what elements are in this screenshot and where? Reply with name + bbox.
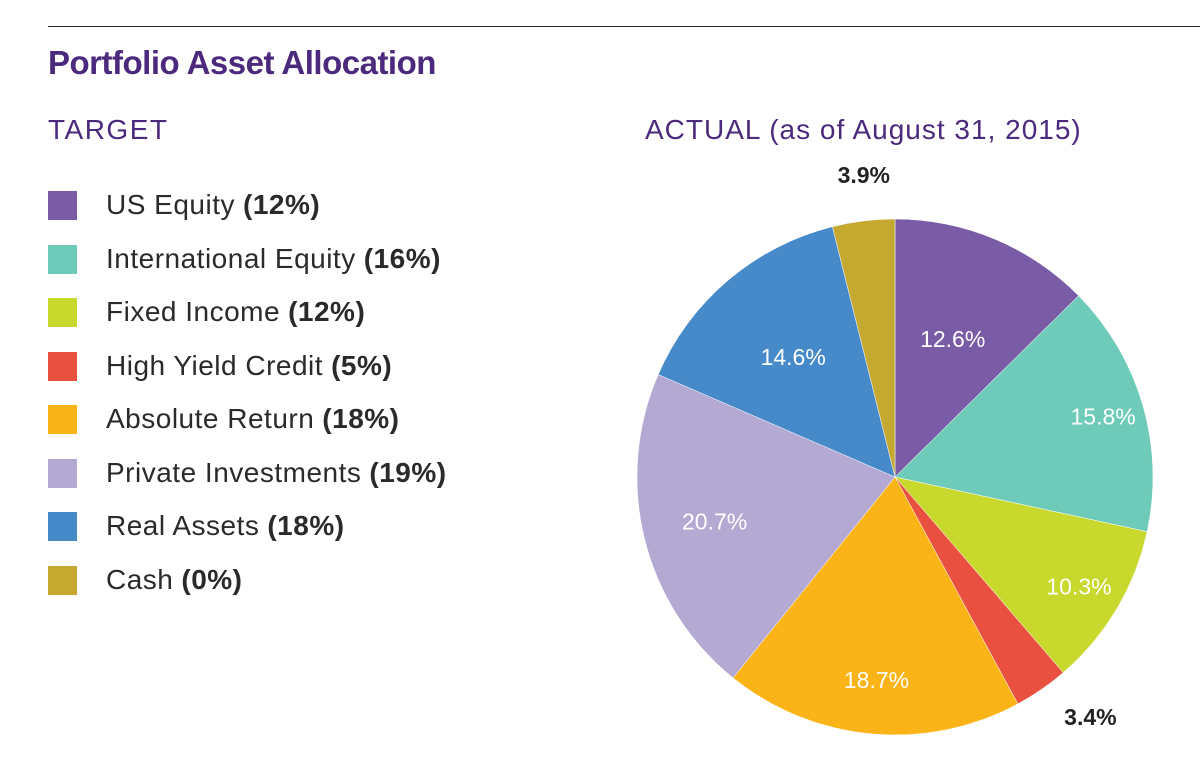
page-title: Portfolio Asset Allocation (48, 44, 436, 81)
data-label-cash: 3.9% (838, 162, 890, 188)
legend-item-international-equity: International Equity (16%) (48, 239, 447, 293)
legend-label: High Yield Credit (5%) (106, 346, 392, 386)
legend-target-value: (12%) (288, 296, 366, 327)
legend-label: US Equity (12%) (106, 185, 320, 225)
pie-slice-international-equity (894, 295, 1154, 532)
legend-label: International Equity (16%) (106, 239, 441, 279)
legend-item-cash: Cash (0%) (48, 560, 447, 614)
legend-swatch (48, 405, 77, 434)
pie-slice-fixed-income (894, 476, 1148, 674)
legend-swatch (48, 565, 77, 595)
legend-item-fixed-income: Fixed Income (12%) (48, 292, 447, 346)
legend-label: Absolute Return (18%) (106, 399, 400, 439)
legend-item-private-investments: Private Investments (19%) (48, 453, 447, 507)
actual-heading: ACTUAL (as of August 31, 2015) (645, 114, 1082, 145)
legend-item-high-yield-credit: High Yield Credit (5%) (48, 346, 447, 400)
legend-item-us-equity: US Equity (12%) (48, 185, 447, 239)
legend-swatch (48, 351, 77, 381)
target-heading: TARGET (48, 114, 169, 145)
legend-target-value: (16%) (363, 242, 441, 274)
legend-swatch (48, 191, 77, 220)
legend-item-real-assets: Real Assets (18%) (48, 506, 447, 560)
data-label-high-yield-credit: 3.4% (1064, 704, 1116, 730)
legend-target-value: (12%) (243, 189, 321, 220)
legend-target-value: (19%) (369, 456, 447, 488)
legend-category: US Equity (106, 189, 235, 220)
legend-category: High Yield Credit (106, 349, 324, 381)
legend-category: Fixed Income (106, 296, 281, 327)
top-rule (48, 26, 1200, 27)
data-label-absolute-return: 18.7% (844, 667, 909, 693)
pie-slice-real-assets (657, 226, 896, 478)
legend-swatch (48, 512, 77, 541)
legend-category: Cash (106, 563, 174, 595)
pie-slices (636, 218, 1154, 736)
legend-target-value: (5%) (331, 349, 393, 381)
pie-slice-absolute-return (732, 476, 1019, 736)
legend-label: Cash (0%) (106, 560, 243, 600)
legend-category: International Equity (106, 242, 356, 274)
data-label-international-equity: 15.8% (1070, 404, 1135, 430)
pie-data-labels: 12.6% 15.8% 10.3% 3.4% 18.7% 20.7% 14.6% 3.9% (682, 162, 1136, 730)
legend-target-value: (18%) (267, 510, 345, 541)
pie-slice-us-equity (894, 218, 1079, 478)
pie-slice-cash (832, 218, 896, 478)
data-label-private-investments: 20.7% (682, 509, 747, 535)
data-label-us-equity: 12.6% (920, 326, 985, 352)
legend-category: Absolute Return (106, 403, 315, 434)
legend-item-absolute-return: Absolute Return (18%) (48, 399, 447, 453)
legend-category: Private Investments (106, 456, 362, 488)
data-label-fixed-income: 10.3% (1046, 574, 1111, 600)
legend-swatch (48, 458, 77, 488)
legend-label: Real Assets (18%) (106, 506, 345, 546)
legend-swatch (48, 298, 77, 327)
target-legend: US Equity (12%) International Equity (16%)… (48, 185, 447, 613)
legend-label: Fixed Income (12%) (106, 292, 365, 332)
legend-target-value: (0%) (181, 563, 243, 595)
data-label-real-assets: 14.6% (761, 344, 826, 370)
legend-label: Private Investments (19%) (106, 453, 447, 493)
legend-target-value: (18%) (322, 403, 400, 434)
legend-category: Real Assets (106, 510, 260, 541)
legend-swatch (48, 244, 77, 274)
pie-slice-private-investments (636, 374, 896, 679)
